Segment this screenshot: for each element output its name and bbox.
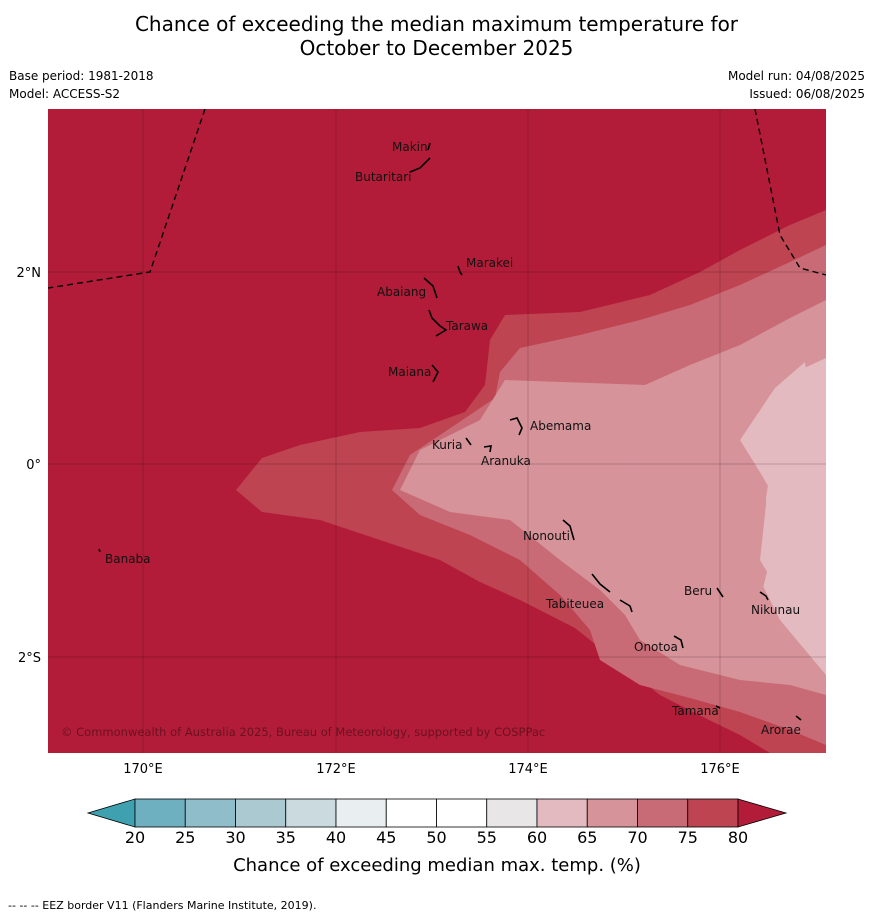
lat-tick-2n: 2°N <box>17 266 42 281</box>
label-tarawa: Tarawa <box>445 319 488 333</box>
colorbar-tick-label: 20 <box>125 828 145 847</box>
island-shape-onotoa <box>673 635 684 649</box>
issued-date: Issued: 06/08/2025 <box>749 87 865 101</box>
colorbar-tick-label: 60 <box>527 828 547 847</box>
copyright-notice: © Commonwealth of Australia 2025, Bureau… <box>61 725 545 739</box>
graticule <box>48 109 826 753</box>
colorbar-tick-label: 65 <box>577 828 597 847</box>
contour-60-65-east <box>625 390 770 600</box>
colorbar: 20 25 30 35 40 45 50 55 60 65 70 75 80 <box>86 798 788 847</box>
axis-labels: 170°E 172°E 174°E 176°E 2°N 0° 2°S <box>17 266 740 777</box>
label-banaba: Banaba <box>105 552 151 566</box>
island-shape-maiana <box>431 364 439 383</box>
lon-tick-176e: 176°E <box>700 762 740 777</box>
label-nonouti: Nonouti <box>523 529 570 543</box>
lon-tick-170e: 170°E <box>123 762 163 777</box>
colorbar-swatch <box>436 798 488 828</box>
island-shape-abemama <box>509 417 523 436</box>
colorbar-swatch <box>184 798 236 828</box>
lon-tick-172e: 172°E <box>316 762 356 777</box>
colorbar-label: Chance of exceeding median max. temp. (%… <box>233 855 641 876</box>
eez-footnote: -- -- -- EEZ border V11 (Flanders Marine… <box>8 899 317 912</box>
label-tabiteuea: Tabiteuea <box>545 597 604 611</box>
colorbar-extend-low <box>86 798 136 828</box>
colorbar-swatch <box>486 798 538 828</box>
colorbar-swatch <box>335 798 387 828</box>
label-abemama: Abemama <box>530 419 591 433</box>
colorbar-swatch <box>586 798 638 828</box>
island-shape-beru <box>716 587 724 598</box>
eez-borders <box>48 109 826 289</box>
island-shape-abaiang <box>423 277 438 299</box>
meta-right: Model run: 04/08/2025 Issued: 06/08/2025 <box>728 67 865 103</box>
eez-border-east <box>754 109 826 276</box>
title-line-1: Chance of exceeding the median maximum t… <box>134 12 739 36</box>
map-title: Chance of exceeding the median maximum t… <box>0 12 873 60</box>
colorbar-tick-label: 80 <box>728 828 748 847</box>
colorbar-swatch <box>637 798 689 828</box>
colorbar-tick-label: 30 <box>225 828 245 847</box>
label-onotoa: Onotoa <box>634 640 678 654</box>
colorbar-swatch <box>235 798 287 828</box>
label-abaiang: Abaiang <box>377 285 426 299</box>
colorbar-tick-label: 40 <box>326 828 346 847</box>
colorbar-swatch <box>687 798 739 828</box>
label-maiana: Maiana <box>388 365 431 379</box>
island-shape-nikunau <box>759 591 769 601</box>
island-shape-banaba <box>98 548 101 553</box>
map-panel: Makin Butaritari Marakei Abaiang Tarawa … <box>48 109 826 753</box>
base-period: Base period: 1981-2018 <box>9 69 154 83</box>
island-shape-tamana <box>715 705 721 709</box>
colorbar-swatch <box>385 798 437 828</box>
island-shape-arorae <box>795 715 802 721</box>
label-tamana: Tamana <box>671 704 719 718</box>
colorbar-tick-label: 50 <box>426 828 446 847</box>
island-labels: Makin Butaritari Marakei Abaiang Tarawa … <box>105 140 801 737</box>
lat-tick-0: 0° <box>26 458 41 473</box>
label-butaritari: Butaritari <box>355 170 412 184</box>
colorbar-tick-label: 70 <box>627 828 647 847</box>
colorbar-tick-label: 75 <box>678 828 698 847</box>
title-line-2: October to December 2025 <box>299 36 574 60</box>
colorbar-swatch <box>134 798 186 828</box>
island-shape-makin <box>427 142 431 151</box>
island-shape-aranuka <box>483 445 492 453</box>
label-makin: Makin <box>392 140 428 154</box>
island-shape-nonouti <box>562 519 575 541</box>
colorbar-tick-label: 35 <box>276 828 296 847</box>
island-shape-marakei <box>457 265 463 276</box>
colorbar-swatch <box>285 798 337 828</box>
island-shape-tabiteuea <box>591 573 633 613</box>
lon-tick-174e: 174°E <box>508 762 548 777</box>
island-shape-tarawa <box>428 309 448 337</box>
meta-left: Base period: 1981-2018 Model: ACCESS-S2 <box>9 67 154 103</box>
eez-border-west <box>48 109 206 289</box>
colorbar-extend-high <box>737 798 788 828</box>
colorbar-tick-label: 45 <box>376 828 396 847</box>
label-marakei: Marakei <box>466 256 513 270</box>
model-name: Model: ACCESS-S2 <box>9 87 121 101</box>
colorbar-tick-label: 25 <box>175 828 195 847</box>
lat-tick-2s: 2°S <box>18 651 41 666</box>
colorbar-swatch <box>536 798 588 828</box>
label-beru: Beru <box>684 584 712 598</box>
island-outlines <box>98 142 802 721</box>
model-run: Model run: 04/08/2025 <box>727 69 865 83</box>
island-shape-butaritari <box>409 157 431 173</box>
label-nikunau: Nikunau <box>751 603 800 617</box>
colorbar-tick-label: 55 <box>477 828 497 847</box>
label-arorae: Arorae <box>761 723 801 737</box>
contour-55-60-east <box>742 358 826 660</box>
label-aranuka: Aranuka <box>481 454 531 468</box>
island-shape-kuria <box>465 437 472 446</box>
label-kuria: Kuria <box>432 438 463 452</box>
